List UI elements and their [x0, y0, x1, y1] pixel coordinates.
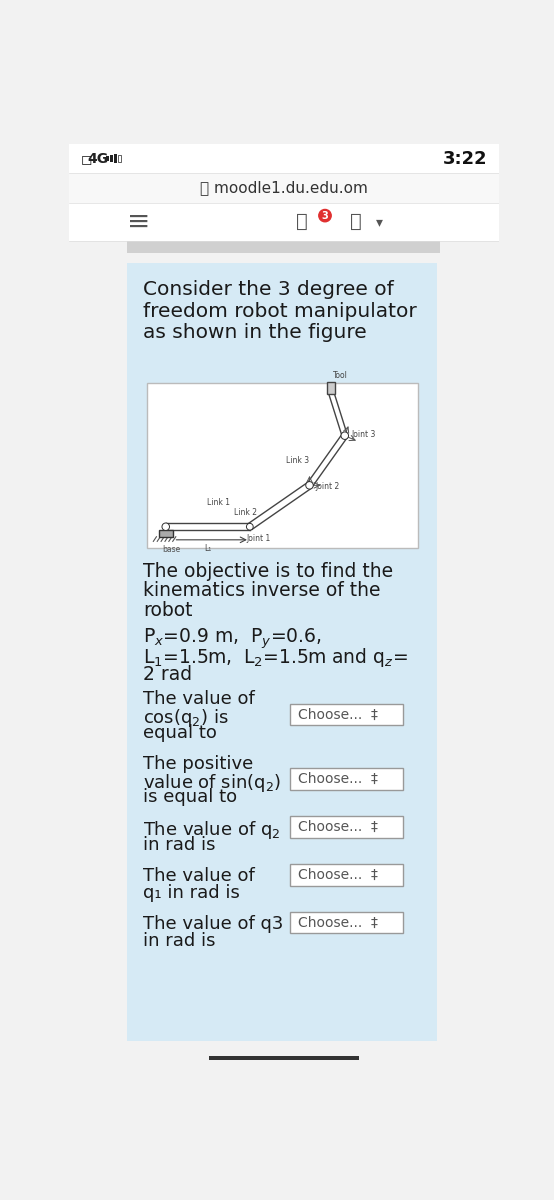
Circle shape	[163, 524, 168, 529]
Circle shape	[305, 481, 314, 490]
Text: Consider the 3 degree of: Consider the 3 degree of	[143, 281, 394, 299]
Text: as shown in the figure: as shown in the figure	[143, 324, 367, 342]
Bar	[290, 703, 403, 725]
Text: 2 rad: 2 rad	[143, 665, 192, 684]
Circle shape	[307, 482, 312, 488]
Bar	[290, 768, 403, 790]
Bar	[290, 816, 403, 838]
Text: 🔒 moodle1.du.edu.om: 🔒 moodle1.du.edu.om	[200, 180, 368, 196]
Text: Choose...  ‡: Choose... ‡	[298, 820, 378, 834]
Bar	[127, 241, 440, 253]
Text: base: base	[162, 545, 180, 554]
Circle shape	[319, 210, 331, 222]
Text: robot: robot	[143, 601, 192, 619]
Text: Tool: Tool	[333, 371, 347, 380]
Bar	[69, 144, 499, 173]
Bar	[118, 155, 121, 162]
Text: 👤: 👤	[350, 212, 362, 232]
Text: Choose...  ‡: Choose... ‡	[298, 916, 378, 930]
Text: L₁: L₁	[204, 544, 212, 553]
Bar	[114, 154, 117, 163]
Bar	[209, 1056, 359, 1061]
Text: Choose...  ‡: Choose... ‡	[298, 868, 378, 882]
Bar	[290, 864, 403, 886]
Text: is equal to: is equal to	[143, 788, 237, 806]
Circle shape	[161, 522, 170, 530]
Bar	[106, 156, 109, 161]
Bar	[327, 382, 335, 394]
Text: Link 2: Link 2	[234, 508, 257, 517]
Text: q₁ in rad is: q₁ in rad is	[143, 884, 240, 902]
Text: ◻: ◻	[81, 151, 93, 166]
Bar	[290, 912, 403, 934]
Text: equal to: equal to	[143, 724, 217, 742]
Circle shape	[342, 433, 347, 438]
Text: P$_x$=0.9 m,  P$_y$=0.6,: P$_x$=0.9 m, P$_y$=0.6,	[143, 626, 322, 652]
Circle shape	[341, 432, 349, 440]
Bar	[69, 173, 499, 203]
Text: The value of q$_2$: The value of q$_2$	[143, 820, 280, 841]
Text: 3:22: 3:22	[442, 150, 487, 168]
Circle shape	[246, 523, 254, 530]
Text: The value of q3: The value of q3	[143, 914, 283, 932]
Text: Link 3: Link 3	[286, 456, 309, 466]
Text: 3: 3	[322, 211, 329, 221]
Text: ▾: ▾	[376, 215, 383, 229]
Text: in rad is: in rad is	[143, 931, 216, 949]
Text: L$_1$=1.5m,  L$_2$=1.5m and q$_z$=: L$_1$=1.5m, L$_2$=1.5m and q$_z$=	[143, 646, 408, 670]
Text: The value of: The value of	[143, 868, 255, 886]
Bar	[110, 155, 113, 162]
Text: The positive: The positive	[143, 755, 253, 773]
Text: Choose...  ‡: Choose... ‡	[298, 708, 378, 721]
Bar	[69, 203, 499, 241]
Text: cos(q$_2$) is: cos(q$_2$) is	[143, 707, 228, 728]
Bar	[159, 530, 173, 536]
Text: The objective is to find the: The objective is to find the	[143, 562, 393, 581]
Text: The value of: The value of	[143, 690, 255, 708]
Text: Link 1: Link 1	[207, 498, 230, 506]
Text: Joint 3: Joint 3	[351, 430, 376, 439]
Text: 4G: 4G	[87, 151, 108, 166]
Text: Joint 1: Joint 1	[246, 534, 270, 544]
Text: in rad is: in rad is	[143, 836, 216, 854]
Text: ≡: ≡	[127, 208, 151, 235]
Text: kinematics inverse of the: kinematics inverse of the	[143, 581, 381, 600]
Bar	[127, 263, 437, 1042]
Text: Choose...  ‡: Choose... ‡	[298, 773, 378, 786]
Bar	[147, 383, 418, 548]
Circle shape	[248, 524, 252, 529]
Text: value of sin(q$_2$): value of sin(q$_2$)	[143, 772, 281, 793]
Text: 🔔: 🔔	[296, 212, 307, 232]
Text: Joint 2: Joint 2	[316, 482, 340, 491]
Text: freedom robot manipulator: freedom robot manipulator	[143, 302, 417, 320]
